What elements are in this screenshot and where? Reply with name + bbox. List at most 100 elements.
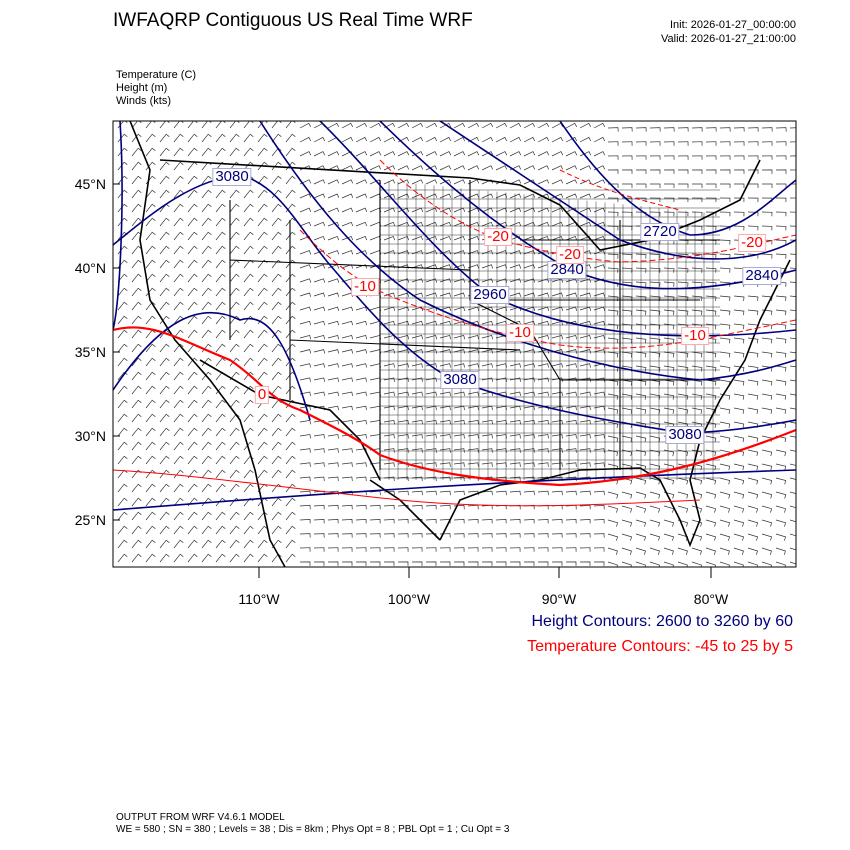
wind-barb [383,377,395,382]
wind-barb [257,273,268,283]
wind-barb [271,483,282,493]
wind-barb [117,175,128,185]
wind-barb [523,235,536,241]
wind-barb [677,169,689,174]
wind-barb [719,421,731,428]
wind-barb [621,323,633,330]
wind-barb [664,183,675,188]
wind-barb [215,511,226,521]
wind-barb [243,539,254,549]
wind-barb [299,377,311,382]
wind-barb [663,407,675,414]
wind-barb [229,511,240,521]
wind-barb [467,561,479,566]
gulf-coast [369,259,791,548]
wind-barb [537,320,550,326]
field-winds: Winds (kts) [116,95,171,107]
wind-barb [677,365,689,372]
wind-barb [650,183,661,188]
wind-barb [593,334,606,340]
wind-barb [201,441,212,451]
wind-barb [215,329,226,339]
wind-barb [509,434,521,439]
wind-barb [355,519,367,524]
wind-barb [733,393,745,400]
wind-barb [145,287,156,297]
wind-barb [243,189,254,199]
wind-barb [495,419,507,425]
wind-barb [397,349,410,354]
wind-barb [747,435,759,443]
height-contour [113,121,123,331]
wind-barb [663,533,675,541]
wind-barb [691,127,703,132]
wind-barb [159,121,170,129]
wind-barb [789,281,796,283]
wind-barb [509,448,521,453]
wind-barb [593,490,605,496]
wind-barb [173,161,184,171]
wind-barb [565,434,577,439]
wind-barb [271,245,282,255]
wind-barb [565,519,577,524]
wind-barb [243,385,254,395]
wind-barb [285,427,296,437]
wind-barb [131,121,142,129]
wind-barb [761,155,773,160]
wind-barb [649,365,661,372]
wind-barb [677,407,689,414]
wind-barb [271,315,282,325]
wind-barb [481,320,494,326]
wind-barb [579,165,592,171]
wind-barb [635,309,647,316]
wind-barb [341,306,354,311]
wind-barb [551,207,564,213]
wind-barb [621,519,633,527]
wind-barb [383,363,395,368]
wind-barb [411,434,423,439]
temperature-contour [113,469,701,507]
wind-barb [747,155,759,160]
wind-barb [649,253,661,259]
wind-barb [383,448,395,453]
wind-barb [453,292,466,297]
wind-barb [285,511,296,521]
wind-barb [159,511,170,521]
wind-barb [789,407,796,410]
wind-barb [411,122,424,129]
wind-barb [215,273,226,283]
wind-barb [761,491,773,499]
wind-barb [131,525,142,535]
wind-barb [355,476,367,482]
wind-barb [355,250,368,255]
wind-barb [537,221,550,227]
wind-barb [257,245,268,255]
wind-barb [411,490,423,496]
wind-barb [299,561,311,566]
wind-barb [383,476,395,482]
wind-barb [593,434,605,439]
wind-barb [313,504,325,510]
wind-barb [411,377,423,382]
wind-barb [117,483,128,493]
wind-barb [313,561,325,566]
wind-barb [747,337,759,344]
wind-barb [397,462,409,467]
wind-barb [523,151,536,157]
wind-barb [635,281,647,287]
wind-barb [425,448,437,453]
wind-barb [369,391,381,396]
wind-barb [761,561,772,567]
wind-barb [159,441,170,451]
wind-barb [369,419,381,425]
wind-barb [173,175,184,185]
wind-barb [565,504,577,510]
wind-barb [523,476,535,482]
wind-barb [439,405,451,411]
wind-barb [425,391,437,396]
wind-barb [635,393,647,400]
wind-barb [229,259,240,269]
wind-barb [425,405,437,411]
wind-barb [453,221,466,227]
wind-barb [453,434,465,439]
